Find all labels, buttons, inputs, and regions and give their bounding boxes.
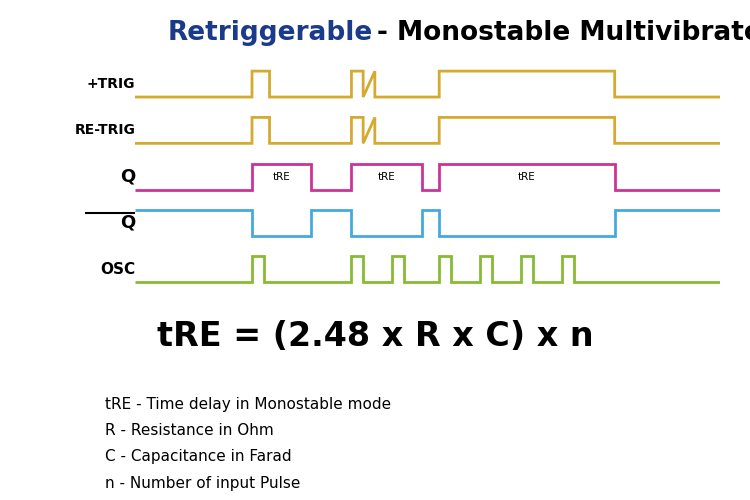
Text: RE-TRIG: RE-TRIG <box>74 124 135 138</box>
Text: n - Number of input Pulse: n - Number of input Pulse <box>105 476 300 491</box>
Text: tRE - Time delay in Monostable mode: tRE - Time delay in Monostable mode <box>105 396 392 411</box>
Text: - Monostable Multivibrator: - Monostable Multivibrator <box>377 20 750 46</box>
Text: tRE = (2.48 x R x C) x n: tRE = (2.48 x R x C) x n <box>157 320 593 354</box>
Text: +TRIG: +TRIG <box>87 77 135 91</box>
Text: tRE: tRE <box>518 172 536 181</box>
Text: OSC: OSC <box>100 262 135 277</box>
Text: R - Resistance in Ohm: R - Resistance in Ohm <box>105 423 274 438</box>
Text: Q: Q <box>120 168 135 186</box>
Text: Retriggerable: Retriggerable <box>167 20 373 46</box>
Text: C - Capacitance in Farad: C - Capacitance in Farad <box>105 450 292 464</box>
Text: tRE: tRE <box>378 172 395 181</box>
Text: tRE: tRE <box>272 172 290 181</box>
Text: Q: Q <box>120 214 135 232</box>
